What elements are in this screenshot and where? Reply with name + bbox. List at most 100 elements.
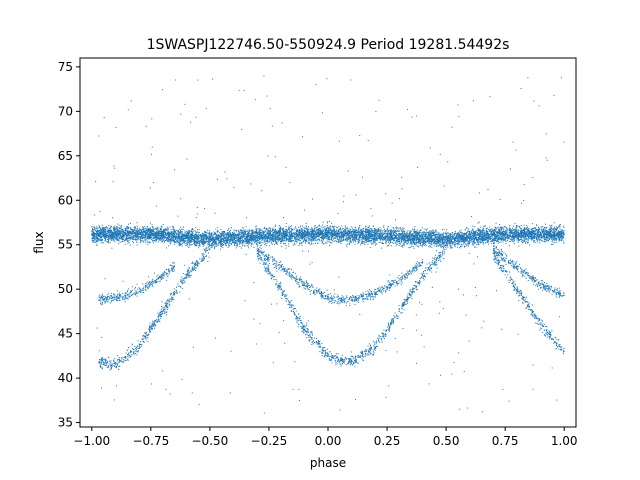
data-point: [162, 229, 164, 231]
data-point: [339, 237, 341, 239]
data-point: [206, 238, 208, 240]
data-point: [228, 244, 230, 246]
data-point: [397, 233, 399, 235]
data-point: [387, 241, 389, 243]
data-point: [446, 244, 448, 246]
data-point: [263, 236, 265, 238]
data-point: [242, 236, 244, 238]
data-point: [119, 241, 121, 243]
data-point: [339, 240, 341, 242]
data-point: [285, 222, 287, 224]
data-point: [526, 231, 528, 233]
data-point: [324, 233, 326, 235]
data-point: [144, 241, 146, 243]
data-point: [403, 230, 405, 232]
data-point: [124, 230, 126, 232]
data-point: [559, 228, 561, 230]
data-point: [270, 229, 272, 231]
data-point: [358, 234, 360, 236]
data-point: [511, 237, 513, 239]
data-point: [380, 247, 382, 249]
data-point: [293, 232, 295, 234]
data-point: [522, 229, 524, 231]
data-point: [288, 233, 290, 235]
data-point: [101, 238, 103, 240]
data-point: [147, 233, 149, 235]
data-point: [283, 228, 285, 230]
data-point: [352, 236, 354, 238]
data-point: [487, 239, 489, 241]
data-point: [310, 235, 312, 237]
data-point: [161, 235, 163, 237]
data-point: [541, 230, 543, 232]
data-point: [222, 240, 224, 242]
data-point: [338, 229, 340, 231]
data-point: [413, 236, 415, 238]
data-point: [145, 229, 147, 231]
data-point: [290, 239, 292, 241]
data-point: [257, 238, 259, 240]
data-point: [200, 236, 202, 238]
data-point: [116, 228, 118, 230]
data-point: [561, 230, 563, 232]
data-point: [275, 229, 277, 231]
data-point: [306, 230, 308, 232]
data-point: [300, 240, 302, 242]
data-point: [411, 243, 413, 245]
data-point: [531, 228, 533, 230]
data-point: [458, 243, 460, 245]
data-point: [329, 241, 331, 243]
data-point: [348, 233, 350, 235]
data-point: [352, 229, 354, 231]
data-point: [418, 240, 420, 242]
data-point: [124, 229, 126, 231]
data-point: [533, 236, 535, 238]
data-point: [200, 234, 202, 235]
data-point: [416, 231, 418, 233]
data-point: [408, 237, 410, 239]
data-point: [138, 236, 140, 238]
data-point: [142, 238, 144, 240]
data-point: [485, 227, 487, 229]
data-point: [205, 242, 207, 244]
data-point: [197, 235, 199, 237]
data-point: [366, 228, 368, 230]
data-point: [153, 229, 155, 231]
data-point: [485, 233, 487, 235]
data-point: [320, 228, 322, 230]
data-point: [414, 232, 416, 234]
data-point: [301, 234, 303, 236]
data-point: [205, 233, 207, 235]
data-point: [544, 223, 546, 225]
data-point: [537, 229, 539, 231]
data-point: [258, 233, 260, 235]
data-point: [367, 231, 369, 233]
data-point: [387, 232, 389, 234]
data-point: [182, 233, 184, 235]
data-point: [546, 234, 548, 236]
data-point: [232, 234, 234, 236]
data-point: [323, 239, 325, 241]
data-point: [452, 234, 454, 236]
data-point: [177, 242, 179, 244]
data-point: [339, 231, 341, 233]
data-point: [282, 236, 284, 238]
data-point: [446, 240, 448, 242]
data-point: [245, 243, 247, 245]
data-point: [330, 227, 332, 229]
data-point: [491, 229, 493, 231]
data-point: [171, 237, 173, 239]
data-point: [469, 235, 471, 237]
data-point: [406, 237, 408, 239]
data-point: [130, 227, 132, 229]
data-point: [272, 237, 274, 239]
data-point: [493, 242, 495, 244]
data-point: [309, 238, 311, 240]
data-point: [344, 234, 346, 236]
data-point: [310, 242, 312, 244]
data-point: [495, 235, 497, 237]
data-point: [217, 227, 219, 229]
data-point: [430, 243, 432, 245]
data-point: [226, 232, 228, 234]
data-point: [534, 230, 536, 232]
